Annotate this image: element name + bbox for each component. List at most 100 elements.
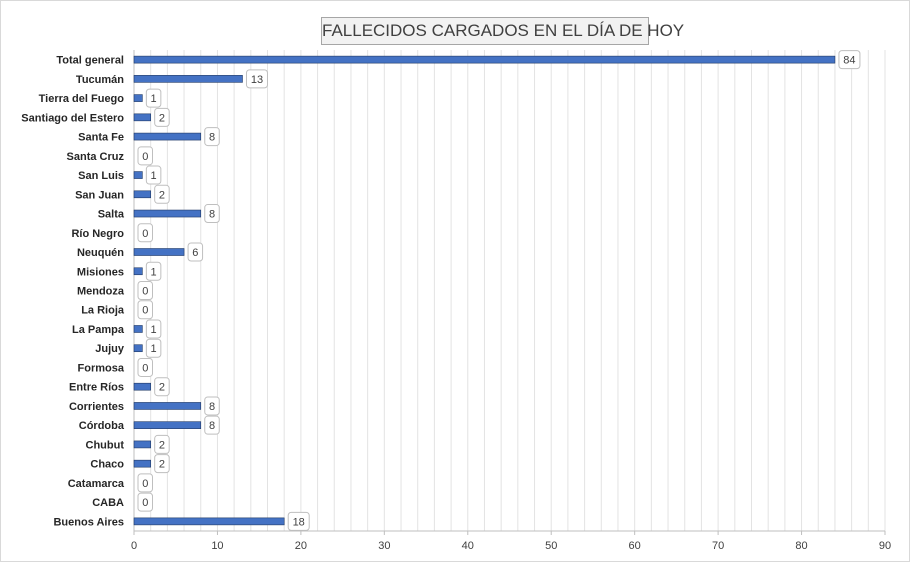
data-label: 1 bbox=[151, 343, 157, 355]
data-label-box bbox=[145, 88, 162, 108]
bar bbox=[133, 171, 143, 179]
bar bbox=[133, 55, 836, 64]
bar bbox=[133, 190, 151, 199]
data-label: 0 bbox=[142, 228, 148, 240]
category-label: Catamarca bbox=[68, 478, 125, 490]
category-label: Buenos Aires bbox=[53, 516, 124, 528]
category-label: Entre Ríos bbox=[69, 382, 124, 394]
data-label: 8 bbox=[209, 420, 215, 432]
bar bbox=[133, 344, 143, 353]
data-label: 18 bbox=[293, 516, 305, 528]
data-label-box bbox=[838, 50, 861, 70]
category-label: Misiones bbox=[77, 266, 124, 278]
category-label: Santa Fe bbox=[78, 132, 124, 144]
category-label: Neuquén bbox=[77, 247, 124, 259]
bar bbox=[133, 113, 151, 122]
bar bbox=[133, 402, 202, 410]
x-tick-label: 30 bbox=[378, 540, 390, 552]
category-label: San Juan bbox=[75, 189, 124, 201]
bar bbox=[133, 325, 143, 333]
data-label-box bbox=[204, 415, 220, 435]
data-label-box bbox=[287, 511, 310, 531]
data-label-box bbox=[154, 454, 170, 474]
category-label: Salta bbox=[98, 209, 125, 221]
data-label: 84 bbox=[843, 55, 855, 67]
category-label: Santa Cruz bbox=[67, 151, 125, 163]
bar bbox=[133, 75, 243, 83]
data-label-box bbox=[145, 319, 162, 339]
data-label-box bbox=[204, 204, 220, 224]
data-label-box bbox=[137, 300, 153, 320]
data-label-box bbox=[137, 357, 153, 377]
bar bbox=[133, 382, 151, 391]
data-label-box bbox=[137, 146, 153, 166]
data-label: 0 bbox=[142, 151, 148, 163]
data-label: 0 bbox=[142, 497, 148, 509]
data-label-box bbox=[137, 473, 153, 493]
bar bbox=[133, 459, 151, 468]
x-tick-label: 0 bbox=[131, 540, 137, 552]
bar bbox=[133, 267, 143, 276]
category-label: Chaco bbox=[90, 459, 124, 471]
data-label: 6 bbox=[192, 247, 198, 259]
category-label: La Rioja bbox=[81, 305, 125, 317]
x-tick-label: 80 bbox=[795, 540, 807, 552]
category-label: Formosa bbox=[78, 362, 125, 374]
bar bbox=[133, 94, 143, 102]
category-label: Chubut bbox=[86, 439, 125, 451]
data-label-box bbox=[204, 396, 220, 416]
data-label: 13 bbox=[251, 74, 263, 86]
data-label: 0 bbox=[142, 286, 148, 298]
data-label-box bbox=[204, 127, 220, 147]
category-label: CABA bbox=[92, 497, 124, 509]
data-label: 8 bbox=[209, 401, 215, 413]
x-tick-label: 50 bbox=[545, 540, 557, 552]
data-label: 0 bbox=[142, 362, 148, 374]
data-label: 1 bbox=[151, 170, 157, 182]
data-label-box bbox=[137, 281, 153, 300]
bar bbox=[133, 209, 202, 218]
x-tick-label: 40 bbox=[462, 540, 474, 552]
data-label-box bbox=[154, 107, 170, 127]
data-label-box bbox=[154, 434, 170, 454]
x-tick-label: 20 bbox=[295, 540, 307, 552]
data-label-box bbox=[187, 242, 204, 262]
data-label: 1 bbox=[151, 93, 157, 105]
bar bbox=[133, 248, 185, 256]
x-tick-label: 70 bbox=[712, 540, 724, 552]
category-label: Río Negro bbox=[71, 228, 124, 240]
bar bbox=[133, 132, 202, 141]
data-label-box bbox=[145, 338, 162, 358]
category-label: Tucumán bbox=[76, 74, 124, 86]
x-tick-label: 60 bbox=[629, 540, 641, 552]
data-label: 2 bbox=[159, 439, 165, 451]
data-label: 1 bbox=[151, 266, 157, 278]
data-label-box bbox=[145, 165, 162, 185]
data-label: 1 bbox=[151, 324, 157, 336]
category-label: Córdoba bbox=[79, 420, 125, 432]
bar bbox=[133, 421, 202, 429]
data-label: 0 bbox=[142, 478, 148, 490]
data-label-box bbox=[245, 69, 268, 89]
category-label: Total general bbox=[56, 55, 124, 67]
category-label: Mendoza bbox=[77, 286, 125, 298]
category-label: Tierra del Fuego bbox=[39, 93, 125, 105]
data-label-box bbox=[137, 223, 153, 243]
category-label: Jujuy bbox=[95, 343, 125, 355]
x-tick-label: 10 bbox=[211, 540, 223, 552]
data-label: 0 bbox=[142, 305, 148, 317]
data-label: 8 bbox=[209, 132, 215, 144]
data-label: 2 bbox=[159, 112, 165, 124]
data-label: 2 bbox=[159, 382, 165, 394]
data-label: 8 bbox=[209, 209, 215, 221]
data-label-box bbox=[154, 377, 170, 397]
category-label: San Luis bbox=[78, 170, 124, 182]
data-label-box bbox=[154, 184, 170, 204]
category-label: Corrientes bbox=[69, 401, 124, 413]
bar bbox=[133, 440, 151, 449]
data-label-box bbox=[145, 261, 162, 281]
category-label: Santiago del Estero bbox=[21, 112, 124, 124]
data-label: 2 bbox=[159, 189, 165, 201]
x-tick-label: 90 bbox=[879, 540, 891, 552]
data-label: 2 bbox=[159, 459, 165, 471]
